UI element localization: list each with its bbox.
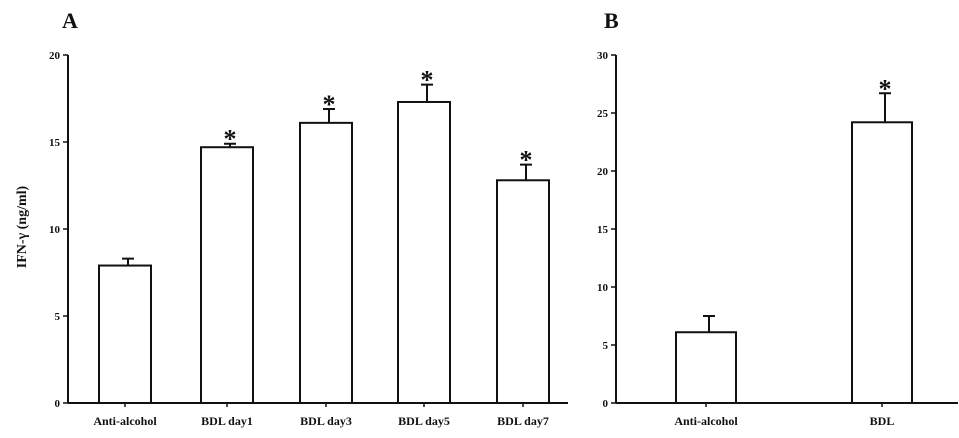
- panel-a-significance-star: *: [520, 146, 533, 175]
- panel-a-error-bar: [122, 259, 134, 266]
- panel-a-significance-star: *: [224, 125, 237, 154]
- panel-b-y-tick-label: 0: [603, 398, 609, 410]
- panel-a-y-tick-label: 15: [49, 137, 61, 149]
- panel-b-category-label: BDL: [870, 414, 895, 428]
- panel-b-category-label: Anti-alcohol: [674, 414, 738, 428]
- panel-a-bar: [201, 147, 253, 403]
- panel-a-significance-star: *: [421, 66, 434, 95]
- panel-a-bar: [300, 123, 352, 403]
- panel-a-category-label: BDL day3: [300, 414, 352, 428]
- panel-b: B 0 5 10 15 20 25 30 Anti-alcohol * BDL: [597, 8, 958, 428]
- panel-b-error-bar: [703, 316, 715, 332]
- panel-a-category-label: BDL day5: [398, 414, 450, 428]
- panel-a-y-tick-label: 5: [55, 311, 61, 323]
- panel-a-y-axis-label: IFN-γ (ng/ml): [15, 185, 30, 268]
- panel-a-y-tick-label: 20: [49, 50, 61, 62]
- panel-b-y-tick-label: 20: [597, 166, 609, 178]
- panel-a-category-label: Anti-alcohol: [93, 414, 157, 428]
- panel-b-y-tick-label: 15: [597, 224, 609, 236]
- panel-a-bar: [497, 180, 549, 403]
- panel-a-significance-star: *: [323, 90, 336, 119]
- panel-a-bar: [99, 266, 151, 403]
- panel-a: A IFN-γ (ng/ml) 0 5 10 15 20 Anti-alcohol * BDL…: [15, 8, 568, 428]
- panel-a-category-label: BDL day1: [201, 414, 253, 428]
- panel-b-letter: B: [604, 8, 619, 33]
- panel-b-significance-star: *: [879, 74, 892, 103]
- panel-a-category-label: BDL day7: [497, 414, 549, 428]
- panel-a-y-tick-label: 10: [49, 224, 61, 236]
- panel-a-bar: [398, 102, 450, 403]
- panel-b-bar: [852, 122, 912, 403]
- panel-b-y-tick-label: 30: [597, 50, 609, 62]
- panel-a-y-tick-label: 0: [55, 398, 61, 410]
- panel-b-y-tick-label: 25: [597, 108, 609, 120]
- panel-b-y-tick-label: 10: [597, 282, 609, 294]
- panel-a-letter: A: [62, 8, 78, 33]
- panel-b-y-tick-label: 5: [603, 340, 609, 352]
- panel-b-bar: [676, 332, 736, 403]
